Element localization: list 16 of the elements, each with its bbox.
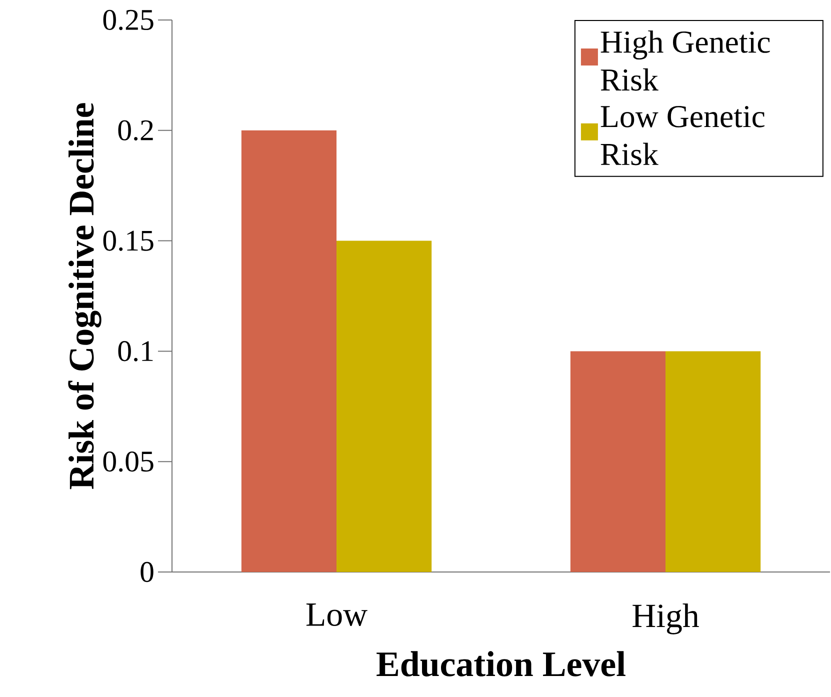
bar [666, 351, 761, 572]
y-tick-label: 0.15 [103, 230, 154, 251]
bar [336, 240, 432, 572]
bar [241, 130, 337, 572]
legend-label: Low Genetic Risk [600, 106, 765, 166]
x-tick-label: Low [306, 604, 368, 626]
y-tick-label: 0.1 [118, 341, 153, 362]
y-axis-title: Risk of Cognitive Decline [68, 103, 102, 490]
y-tick-label: 0 [140, 562, 154, 582]
y-tick-label: 0.05 [103, 451, 154, 472]
x-axis-title: Education Level [376, 651, 626, 676]
y-tick-label: 0.25 [103, 10, 154, 30]
legend-label: High Genetic Risk [600, 30, 770, 91]
y-tick-label: 0.2 [118, 120, 153, 141]
x-tick-label: High [632, 604, 699, 634]
bar [570, 351, 666, 572]
